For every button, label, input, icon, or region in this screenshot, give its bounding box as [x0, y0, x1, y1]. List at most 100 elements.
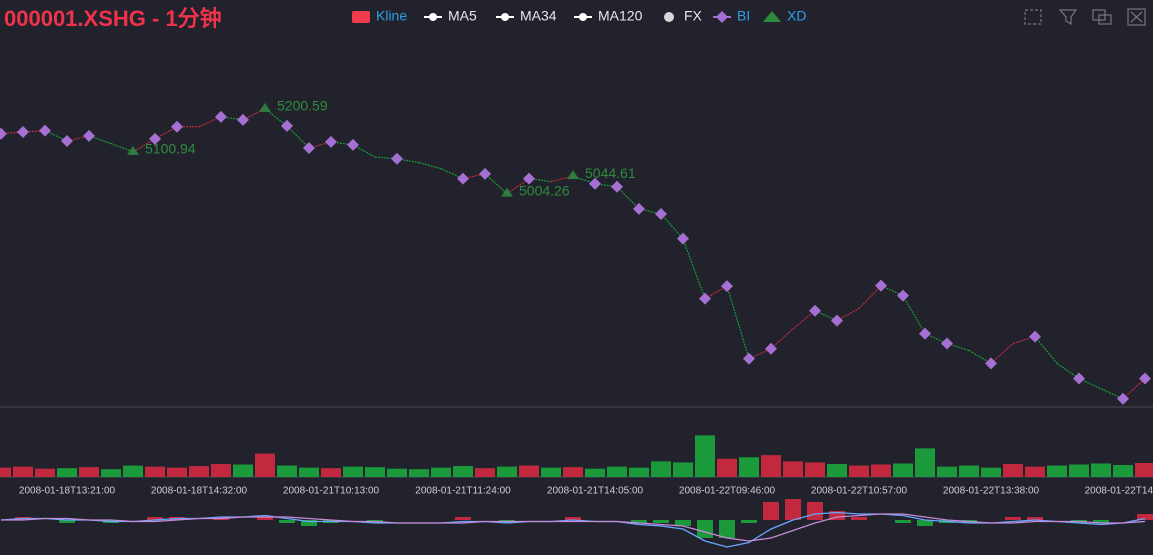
- bi-marker: [325, 135, 337, 148]
- bi-marker: [17, 125, 29, 138]
- price-segment: [198, 116, 222, 128]
- legend-item[interactable]: MA5: [424, 8, 477, 24]
- legend-icon: [579, 13, 587, 21]
- x-tick-label: 2008-01-22T09:46:00: [679, 486, 776, 497]
- volume-bar: [783, 461, 803, 477]
- x-tick-label: 2008-01-22T14:4: [1085, 486, 1153, 497]
- xd-marker: [501, 187, 513, 197]
- restore-icon-2[interactable]: [1098, 14, 1112, 25]
- bi-marker: [809, 304, 821, 317]
- macd-bar: [59, 520, 75, 523]
- macd-dea-line: [1, 513, 1146, 542]
- bi-marker: [941, 337, 953, 350]
- legend-icon: [501, 13, 509, 21]
- volume-bar: [13, 466, 33, 477]
- zoom-icon[interactable]: [1024, 9, 1042, 25]
- macd-bar: [257, 517, 273, 520]
- legend-item[interactable]: MA34: [496, 8, 557, 24]
- volume-bar: [739, 457, 759, 477]
- legend-item[interactable]: XD: [763, 8, 806, 24]
- macd-bar: [455, 517, 471, 520]
- xd-label: 5200.59: [277, 98, 328, 114]
- macd-bar: [829, 511, 845, 520]
- macd-bar: [301, 520, 317, 526]
- volume-bar: [607, 466, 627, 477]
- save-icon[interactable]: [1127, 8, 1146, 26]
- price-segment: [616, 186, 640, 210]
- legend-label: MA5: [448, 8, 477, 24]
- price-segment: [770, 328, 794, 350]
- macd-bar: [565, 517, 581, 520]
- price-segment: [902, 295, 926, 334]
- volume-bar: [695, 435, 715, 477]
- volume-bar: [849, 465, 869, 477]
- macd-bar: [147, 517, 163, 520]
- price-segment: [1122, 378, 1146, 400]
- volume-bar: [123, 465, 143, 477]
- volume-bar: [871, 464, 891, 477]
- legend-icon: [716, 11, 728, 23]
- volume-bar: [893, 463, 913, 477]
- volume-bar: [1091, 463, 1111, 477]
- macd-bar: [1005, 517, 1021, 520]
- volume-bar: [431, 467, 451, 477]
- bi-marker: [83, 129, 95, 142]
- xd-label: 5044.61: [585, 165, 636, 181]
- bi-marker: [1117, 392, 1129, 405]
- x-tick-label: 2008-01-22T13:38:00: [943, 486, 1040, 497]
- volume-bar: [827, 464, 847, 477]
- volume-bar: [563, 467, 583, 477]
- xd-marker: [567, 170, 579, 180]
- macd-bar: [741, 520, 757, 523]
- legend-item[interactable]: FX: [664, 8, 703, 24]
- bi-marker: [743, 352, 755, 365]
- legend-item[interactable]: MA120: [574, 8, 643, 24]
- bi-marker: [281, 119, 293, 132]
- xd-marker: [259, 102, 271, 112]
- macd-bar: [631, 520, 647, 523]
- price-segment: [506, 178, 530, 195]
- price-segment: [484, 173, 508, 195]
- macd-bar: [807, 502, 823, 520]
- volume-bar: [1113, 465, 1133, 477]
- bi-marker: [897, 289, 909, 302]
- volume-bar: [453, 466, 473, 477]
- legend-item[interactable]: BI: [713, 8, 750, 24]
- volume-bar: [167, 467, 187, 477]
- volume-bar: [629, 467, 649, 477]
- volume-bar: [541, 467, 561, 477]
- zoom-back-icon[interactable]: [1058, 9, 1078, 26]
- legend-icon: [352, 11, 370, 23]
- save-icon-cross[interactable]: [1130, 11, 1143, 23]
- legend-icon: [664, 12, 674, 22]
- macd-bar: [763, 502, 779, 520]
- macd-bar: [279, 520, 295, 523]
- volume-bar: [233, 464, 253, 477]
- macd-bar: [917, 520, 933, 526]
- bi-marker: [61, 135, 73, 148]
- legend-label: MA120: [598, 8, 643, 24]
- bi-marker: [1073, 372, 1085, 385]
- price-segment: [682, 238, 706, 299]
- bi-marker: [611, 180, 623, 193]
- volume-bar: [475, 468, 495, 477]
- toolbox[interactable]: [1024, 8, 1146, 26]
- legend-label: XD: [787, 8, 806, 24]
- volume-bar: [651, 461, 671, 477]
- bi-marker: [589, 177, 601, 190]
- volume-bar: [409, 469, 429, 477]
- bi-marker: [391, 152, 403, 165]
- x-tick-label: 2008-01-21T11:24:00: [415, 486, 511, 497]
- legend-icon: [429, 13, 437, 21]
- volume-bar: [365, 467, 385, 477]
- legend-label: BI: [737, 8, 750, 24]
- xd-label: 5100.94: [145, 141, 196, 157]
- bi-marker: [0, 127, 7, 140]
- volume-bar: [1135, 462, 1153, 477]
- legend-item[interactable]: Kline: [352, 8, 407, 24]
- macd-bar: [675, 520, 691, 526]
- price-segment: [990, 343, 1014, 364]
- macd-bar: [785, 499, 801, 520]
- price-segment: [110, 143, 134, 153]
